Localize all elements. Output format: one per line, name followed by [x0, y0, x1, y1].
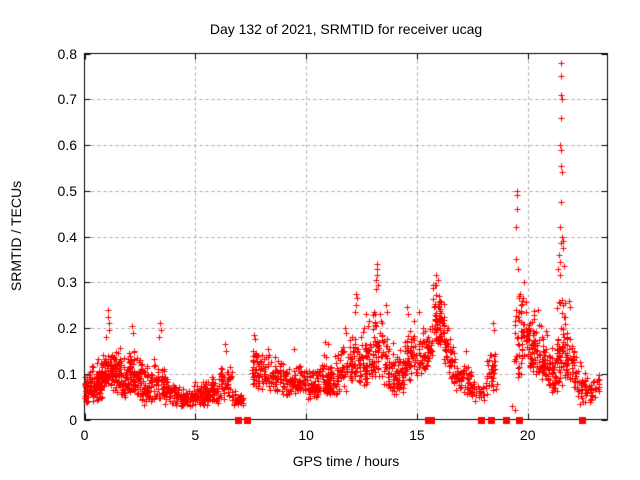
y-tick-label: 0.7 — [57, 91, 77, 108]
y-tick-label: 0.1 — [57, 365, 77, 382]
x-tick-label: 15 — [409, 427, 425, 443]
y-tick-label: 0.6 — [57, 137, 77, 153]
x-axis-label: GPS time / hours — [292, 453, 400, 469]
y-tick-label: 0.3 — [57, 274, 77, 291]
y-tick-label: 0 — [69, 411, 77, 428]
y-tick-label: 0.5 — [57, 182, 77, 199]
x-tick-label: 10 — [298, 427, 314, 443]
x-tick-label: 0 — [80, 427, 89, 443]
x-tick-label: 5 — [191, 427, 200, 443]
chart-title: Day 132 of 2021, SRMTID for receiver uca… — [209, 21, 483, 37]
x-tick-label: 20 — [519, 427, 536, 443]
y-tick-label: 0.4 — [57, 228, 77, 245]
y-tick-label: 0.2 — [57, 320, 77, 336]
y-tick-label: 0.8 — [57, 45, 77, 62]
